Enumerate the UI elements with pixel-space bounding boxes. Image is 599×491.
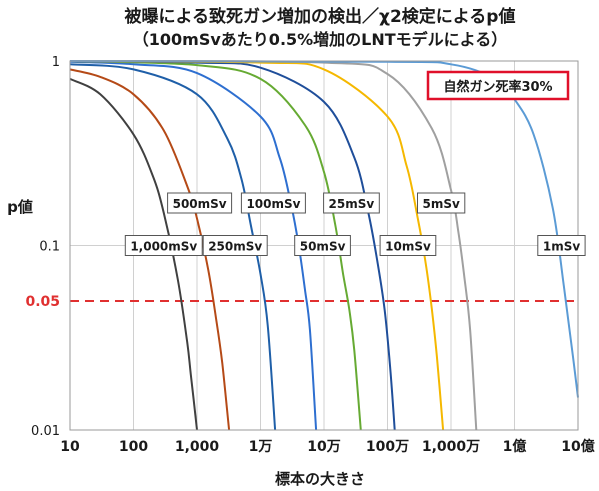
series-label-text: 500mSv [173, 197, 227, 211]
x-tick-label: 100万 [366, 439, 409, 455]
x-tick-label: 10 [60, 439, 80, 455]
annotation-box: 自然ガン死率30% [426, 70, 570, 101]
y-axis-label: p値 [7, 198, 33, 216]
series-label-2: 500mSv [167, 192, 233, 214]
threshold-label: 0.05 [25, 294, 60, 310]
series-label-5: 50mSv [294, 235, 351, 256]
series-label-text: 1mSv [543, 240, 580, 254]
series-label-9: 1mSv [537, 235, 586, 256]
y-tick-label: 1 [52, 55, 60, 70]
x-tick-label: 1,000万 [422, 439, 480, 455]
series-label-box [323, 192, 380, 214]
series-label-box [379, 235, 437, 256]
series-label-box [202, 235, 268, 256]
chart-title: 被曝による致死ガン増加の検出／χ2検定によるp値 [125, 6, 516, 27]
series-label-text: 10mSv [385, 240, 431, 254]
series-label-box [417, 192, 466, 214]
annotation-frame [426, 70, 570, 101]
series-label-4: 100mSv [240, 192, 306, 214]
series-label-text: 250mSv [208, 240, 262, 254]
series-label-1: 1,000mSv [124, 235, 203, 256]
series-labels: 1,000mSv 500mSv 250mSv 100mSv 50mSv 25mSv 10mS… [124, 192, 586, 256]
series-label-box [124, 235, 203, 256]
y-axis-ticks: 1 0.1 0.01 0.05 [25, 55, 60, 439]
annotation-text: 自然ガン死率30% [443, 79, 552, 95]
series-label-3: 250mSv [202, 235, 268, 256]
series-line-6 [69, 60, 396, 431]
series-label-box [294, 235, 351, 256]
x-tick-label: 1,000 [175, 439, 220, 455]
series-label-text: 50mSv [300, 240, 346, 254]
x-tick-label: 1万 [249, 439, 273, 455]
series-label-text: 100mSv [246, 197, 300, 211]
series-line-5 [69, 60, 362, 431]
x-axis-ticks: 10 100 1,000 1万 10万 100万 1,000万 1億 10億 [60, 438, 594, 455]
series-line-4 [69, 60, 318, 431]
series-label-text: 5mSv [422, 197, 459, 211]
y-tick-label: 0.01 [31, 424, 60, 439]
series-label-box [167, 192, 233, 214]
x-tick-label: 10億 [561, 438, 594, 455]
series-label-box [537, 235, 586, 256]
chart-subtitle: （100mSvあたり0.5%増加のLNTモデルによる） [133, 30, 507, 49]
series-label-text: 25mSv [329, 197, 375, 211]
y-tick-label: 0.1 [39, 240, 60, 255]
series-line-3 [69, 63, 277, 431]
series-label-box [240, 192, 306, 214]
series-line-1 [69, 77, 198, 431]
series-line-7 [69, 60, 445, 431]
series-group [69, 60, 579, 431]
series-label-text: 1,000mSv [130, 240, 197, 254]
x-tick-label: 100 [119, 439, 148, 455]
x-axis-label: 標本の大きさ [275, 470, 365, 488]
series-label-6: 25mSv [323, 192, 380, 214]
x-tick-label: 10万 [307, 439, 340, 455]
x-tick-label: 1億 [503, 438, 527, 455]
series-label-7: 10mSv [379, 235, 437, 256]
series-label-8: 5mSv [417, 192, 466, 214]
